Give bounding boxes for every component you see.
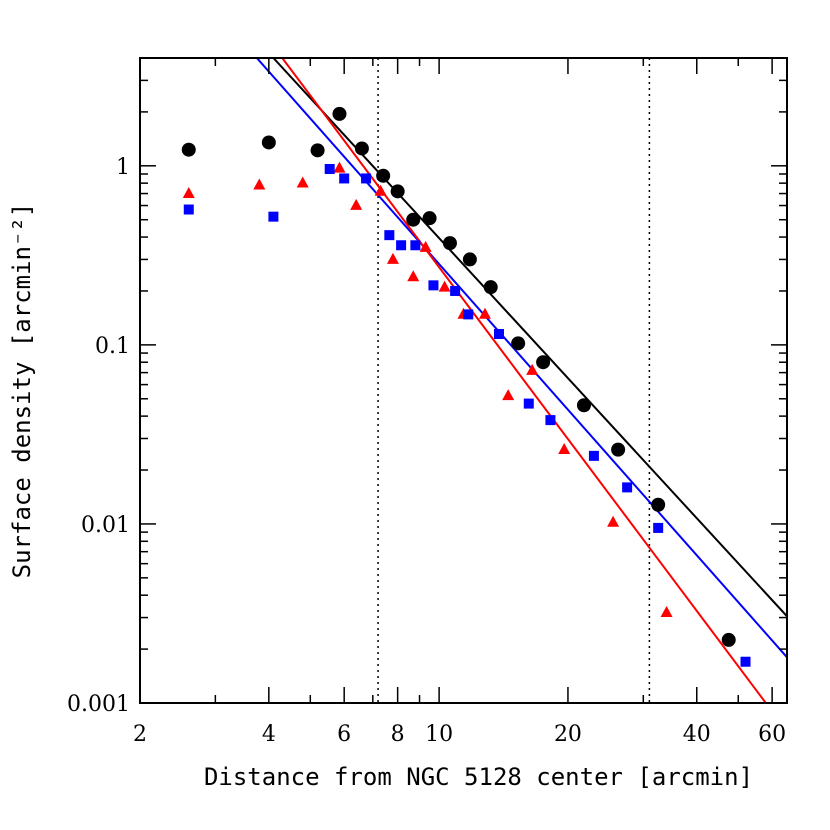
- data-point-square: [268, 211, 279, 222]
- data-point-triangle: [386, 252, 399, 264]
- x-tick-label: 4: [262, 722, 276, 747]
- data-point-triangle: [419, 240, 432, 252]
- data-point-square: [428, 280, 439, 291]
- data-point-square: [324, 163, 335, 174]
- data-point-triangle: [607, 515, 620, 527]
- data-point-circle: [611, 442, 626, 457]
- data-point-circle: [483, 280, 498, 295]
- x-tick-label: 20: [554, 722, 582, 747]
- x-tick-label: 8: [391, 722, 405, 747]
- data-point-triangle: [478, 307, 491, 319]
- data-point-square: [339, 173, 350, 184]
- data-point-circle: [390, 184, 405, 199]
- chart-points-layer: [181, 106, 751, 667]
- data-point-triangle: [660, 605, 673, 617]
- x-tick-label: 10: [425, 722, 453, 747]
- y-tick-label: 0.001: [67, 692, 130, 717]
- data-point-circle: [181, 142, 196, 157]
- y-tick-label: 0.01: [81, 513, 130, 538]
- data-point-square: [653, 522, 664, 533]
- data-point-triangle: [350, 198, 363, 210]
- data-point-square: [361, 173, 372, 184]
- data-point-circle: [261, 135, 276, 150]
- data-point-circle: [406, 212, 421, 227]
- data-point-square: [183, 204, 194, 215]
- data-point-square: [545, 415, 556, 426]
- data-point-circle: [576, 398, 591, 413]
- data-point-circle: [462, 252, 477, 267]
- x-tick-label: 2: [133, 722, 147, 747]
- data-point-square: [622, 482, 633, 493]
- axis-ticks-layer: [139, 57, 787, 704]
- data-point-circle: [511, 336, 526, 351]
- data-point-circle: [721, 632, 736, 647]
- data-point-square: [740, 656, 751, 667]
- data-point-square: [588, 450, 599, 461]
- data-point-triangle: [253, 178, 266, 190]
- data-point-square: [450, 285, 461, 296]
- chart-lines-layer: [256, 58, 787, 703]
- data-point-square: [523, 398, 534, 409]
- y-tick-label: 1: [116, 155, 130, 180]
- data-point-triangle: [407, 270, 420, 282]
- data-point-triangle: [558, 443, 571, 455]
- fit-line: [256, 58, 787, 658]
- data-point-square: [410, 240, 421, 251]
- x-tick-label: 60: [758, 722, 786, 747]
- fit-line: [272, 58, 787, 617]
- data-point-triangle: [182, 186, 195, 198]
- data-point-circle: [651, 497, 666, 512]
- y-axis-title: Surface density [arcmin⁻²]: [8, 203, 36, 579]
- y-tick-label: 0.1: [95, 334, 130, 359]
- data-point-circle: [354, 141, 369, 156]
- data-point-square: [384, 230, 395, 241]
- data-point-circle: [332, 106, 347, 121]
- x-axis-title: Distance from NGC 5128 center [arcmin]: [204, 763, 753, 791]
- data-point-square: [493, 329, 504, 340]
- data-point-square: [396, 240, 407, 251]
- data-point-triangle: [526, 363, 539, 375]
- data-point-triangle: [374, 184, 387, 196]
- plot-frame: [139, 57, 788, 704]
- data-point-triangle: [296, 176, 309, 188]
- data-point-triangle: [333, 161, 346, 173]
- data-point-circle: [310, 143, 325, 158]
- x-tick-label: 6: [337, 722, 351, 747]
- data-point-square: [463, 309, 474, 320]
- data-point-triangle: [438, 280, 451, 292]
- fit-line: [281, 58, 767, 703]
- data-point-circle: [422, 211, 437, 226]
- data-point-circle: [376, 168, 391, 183]
- data-point-triangle: [502, 389, 515, 401]
- x-tick-label: 40: [683, 722, 711, 747]
- data-point-circle: [536, 355, 551, 370]
- tick-labels-layer: 2 4 6 8 10 20 40 60 0.001 0.01 0.1 1: [67, 155, 786, 747]
- data-point-circle: [442, 236, 457, 251]
